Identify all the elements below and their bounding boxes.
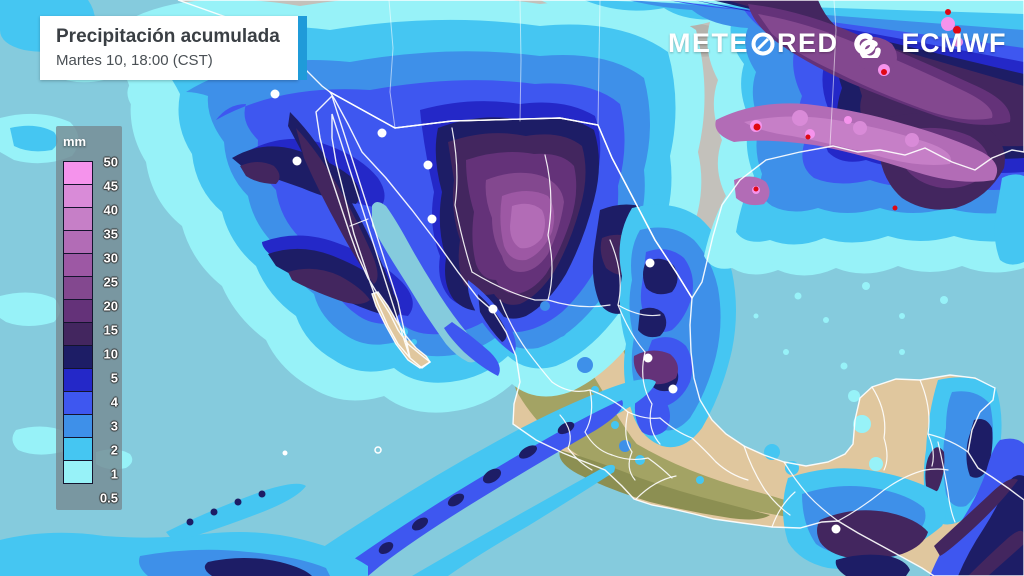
legend-swatch	[63, 184, 93, 208]
island-marker	[374, 446, 382, 454]
legend-swatch	[63, 299, 93, 323]
legend-value-label: 15	[103, 322, 118, 338]
legend-swatch	[63, 276, 93, 300]
legend-value-label: 0.5	[99, 490, 118, 506]
legend-swatch	[63, 322, 93, 346]
title-accent-stripe	[297, 16, 307, 80]
us-mexico-border	[329, 91, 693, 299]
legend-value-label: 10	[103, 346, 118, 362]
legend-value-label: 4	[110, 394, 118, 410]
guatemala-border	[837, 468, 949, 522]
ecmwf-logo: ECMWF	[853, 28, 1006, 59]
gulf-of-california	[372, 202, 480, 363]
legend-swatch	[63, 391, 93, 415]
meteored-text-left: METE	[668, 28, 750, 58]
legend-value-label: 20	[103, 298, 118, 314]
legend-swatch	[63, 345, 93, 369]
map-datetime: Martes 10, 18:00 (CST)	[56, 52, 213, 69]
legend-value-label: 25	[103, 274, 118, 290]
legend-value-label: 2	[110, 442, 118, 458]
legend-swatch	[63, 253, 93, 277]
title-card: Precipitación acumulada Martes 10, 18:00…	[40, 16, 307, 80]
legend-value-label: 40	[103, 202, 118, 218]
ecmwf-logo-icon	[853, 32, 881, 58]
legend-swatch	[63, 414, 93, 438]
city-markers	[270, 89, 841, 534]
precipitation-legend: mm 50 45 40 35 30 25 20 15 10 5 4 3 2 1 0.5	[56, 126, 122, 510]
meteored-o-icon	[751, 32, 775, 55]
legend-value-label: 50	[103, 154, 118, 170]
legend-value-label: 5	[110, 370, 118, 386]
legend-colorbar	[63, 161, 93, 484]
legend-value-label: 1	[110, 466, 118, 482]
legend-unit-label: mm	[63, 134, 87, 149]
legend-swatch	[63, 161, 93, 185]
brand-logos: METE RED ECMWF	[668, 28, 1006, 59]
state-borders	[329, 0, 969, 528]
legend-value-label: 45	[103, 178, 118, 194]
legend-swatch	[63, 207, 93, 231]
legend-value-label: 3	[110, 418, 118, 434]
legend-swatch	[63, 368, 93, 392]
legend-value-label: 30	[103, 250, 118, 266]
legend-labels: 50 45 40 35 30 25 20 15 10 5 4 3 2 1 0.5	[96, 155, 118, 506]
legend-swatch	[63, 230, 93, 254]
map-title: Precipitación acumulada	[56, 26, 280, 47]
ecmwf-text: ECMWF	[901, 28, 1007, 58]
legend-swatch	[63, 437, 93, 461]
legend-swatch	[63, 460, 93, 484]
legend-value-label: 35	[103, 226, 118, 242]
meteored-text-right: RED	[777, 28, 839, 58]
meteored-logo: METE RED	[668, 28, 839, 59]
